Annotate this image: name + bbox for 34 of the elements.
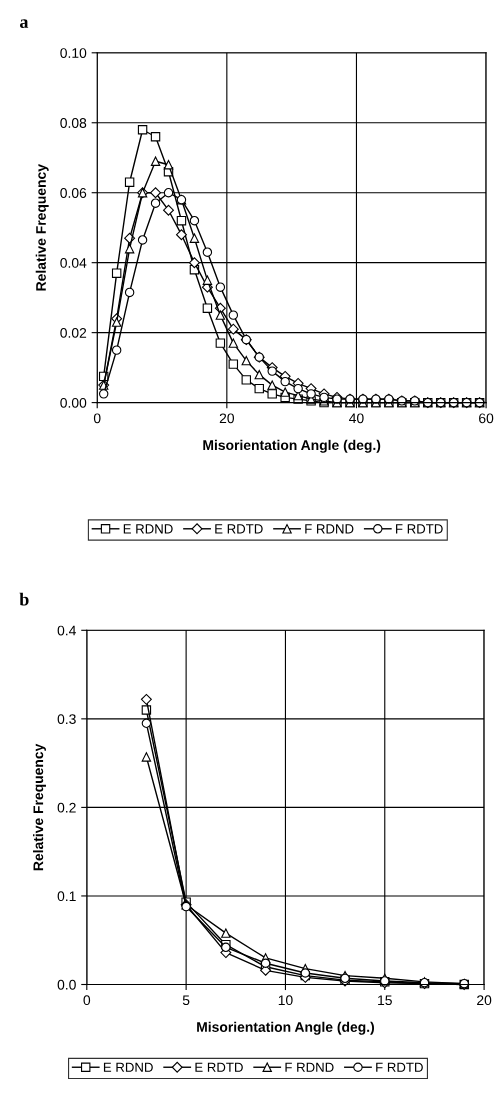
y-axis-title: Relative Frequency [33,743,46,871]
y-tick-label: 0.00 [60,397,87,408]
y-tick-label: 0.08 [60,118,87,128]
legend-label: E RDND [123,524,173,534]
chart-title: b [19,592,29,606]
legend-label: F RDTD [376,1062,423,1072]
x-tick-label: 20 [477,995,492,1006]
y-axis-title: Relative Frequency [35,164,49,291]
x-tick-label: 40 [349,413,364,424]
y-tick-label: 0.10 [60,48,87,58]
x-tick-label: 60 [479,413,494,424]
x-axis-title: Misorientation Angle (deg.) [203,439,381,453]
y-tick-label: 0.06 [60,188,87,198]
x-tick-label: 0 [83,995,91,1006]
legend-label: E RDND [103,1062,153,1072]
x-tick-label: 5 [182,995,190,1006]
x-tick-label: 0 [93,413,101,424]
legend-label: E RDTD [215,524,263,534]
x-tick-label: 15 [378,995,392,1006]
legend-label: F RDND [305,524,354,534]
legend-label: F RDTD [396,524,443,534]
y-tick-label: 0.04 [60,258,87,268]
y-tick-label: 0.2 [57,802,76,813]
x-tick-label: 10 [278,995,293,1006]
y-tick-label: 0.4 [57,625,76,636]
y-tick-label: 0.0 [57,979,76,990]
legend-label: F RDND [285,1062,334,1072]
y-tick-label: 0.3 [57,714,76,725]
x-axis-title: Misorientation Angle (deg.) [197,1021,375,1035]
x-tick-label: 20 [219,413,235,424]
legend-label: E RDTD [195,1062,243,1072]
chart-title: a [20,19,29,28]
y-tick-label: 0.02 [60,327,87,338]
y-tick-label: 0.1 [57,891,76,902]
